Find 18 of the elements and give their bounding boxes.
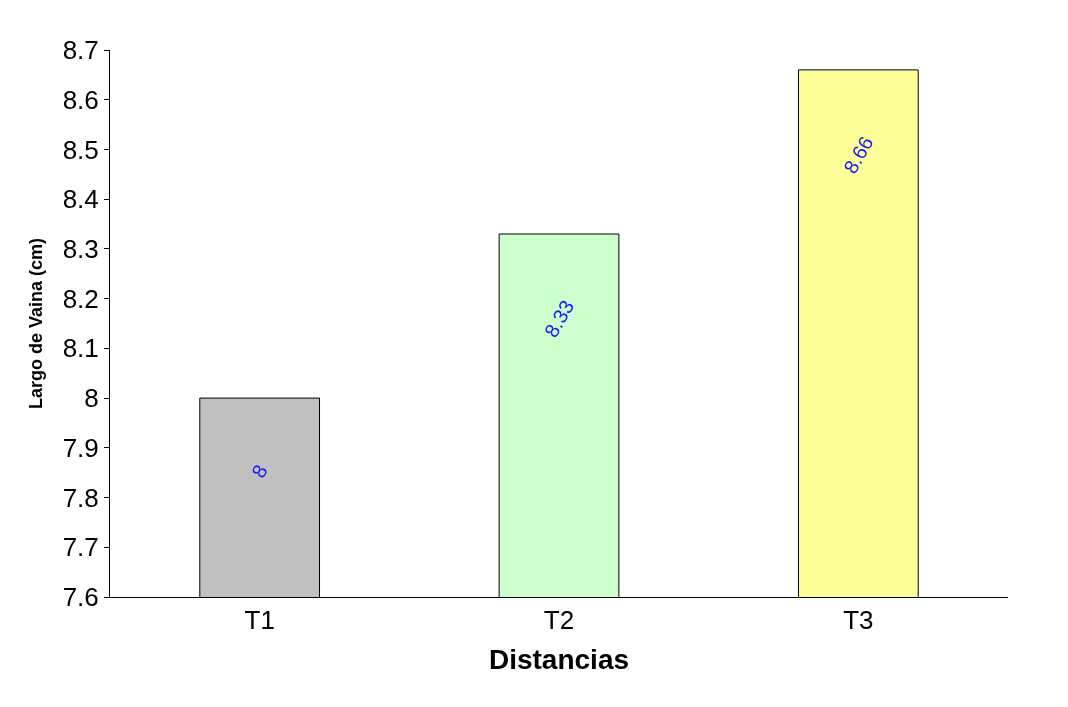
y-tick-label: 8.1 bbox=[62, 333, 99, 364]
x-axis-title: Distancias bbox=[488, 644, 630, 676]
y-tick-label: 8.7 bbox=[62, 35, 99, 66]
y-tick-label: 8.4 bbox=[62, 184, 99, 215]
y-tick-label: 7.8 bbox=[62, 482, 99, 513]
y-tick-label: 8 bbox=[84, 383, 99, 414]
y-tick-label: 8.3 bbox=[62, 234, 99, 265]
y-axis-title: Largo de Vaina (cm) bbox=[25, 237, 46, 410]
data-label: 8 bbox=[247, 460, 272, 482]
x-tick-label: T3 bbox=[843, 605, 874, 636]
y-tick-label: 8.2 bbox=[62, 283, 99, 314]
y-tick-label: 7.7 bbox=[62, 532, 99, 563]
y-tick-label: 8.5 bbox=[62, 134, 99, 165]
x-tick-label: T2 bbox=[543, 605, 575, 636]
y-tick-label: 7.9 bbox=[62, 432, 99, 463]
y-tick-label: 7.6 bbox=[62, 582, 99, 613]
x-tick-label: T1 bbox=[244, 605, 275, 636]
y-tick-label: 8.6 bbox=[62, 84, 99, 115]
